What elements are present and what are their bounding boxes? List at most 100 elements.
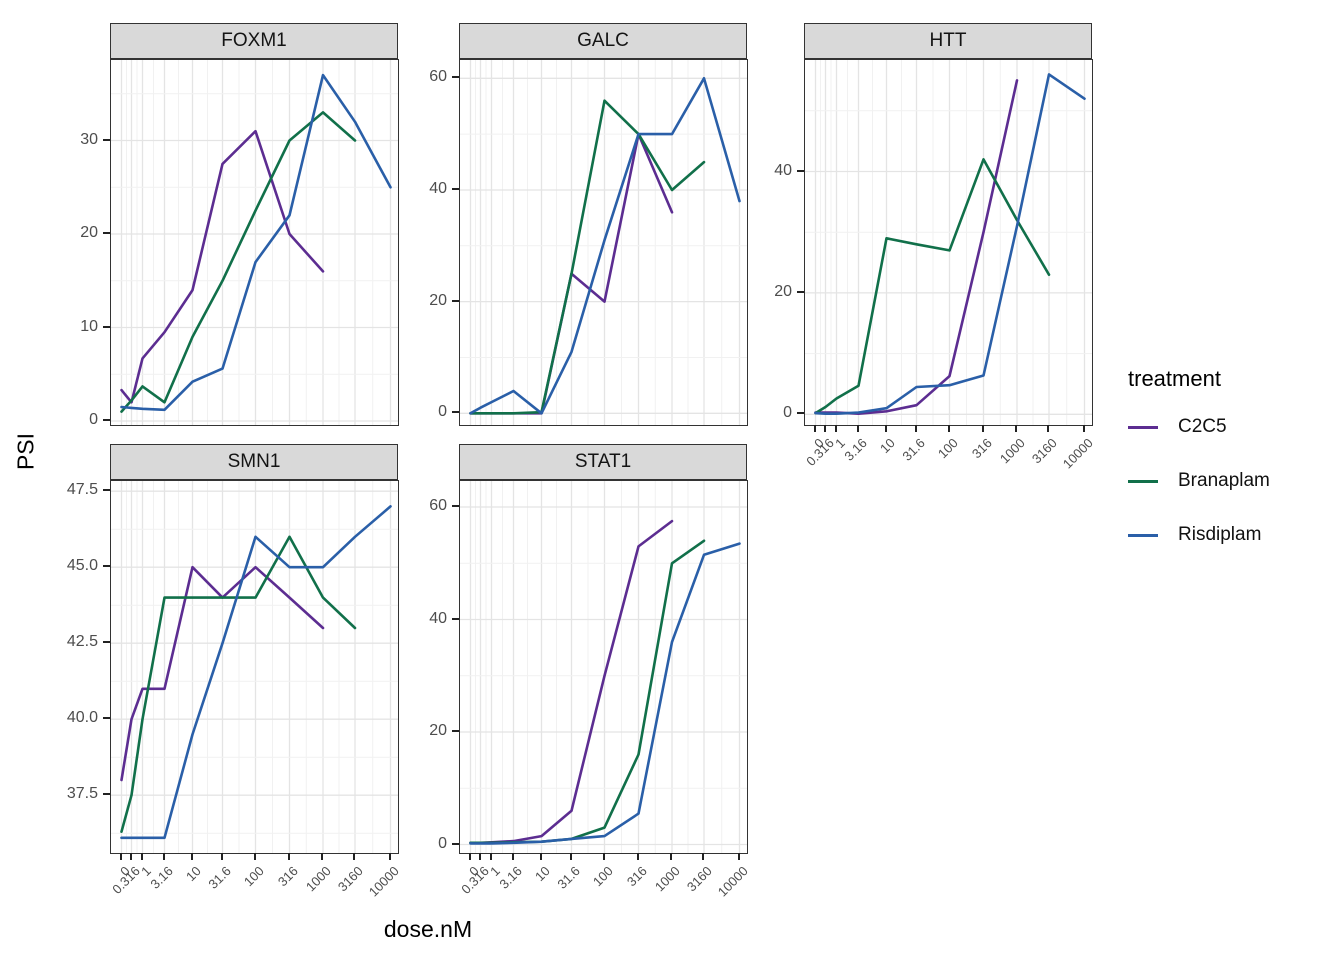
x-tick-mark xyxy=(823,425,826,432)
x-tick-mark xyxy=(388,853,391,860)
x-tick-mark xyxy=(1047,425,1049,432)
series-line-branaplam xyxy=(120,111,357,413)
facet-title: HTT xyxy=(929,30,967,51)
x-tick-mark xyxy=(162,853,165,860)
y-tick-label: 20 xyxy=(774,282,792,300)
facet-panel-foxm1 xyxy=(110,59,399,426)
y-tick-label: 0 xyxy=(89,411,98,428)
series-line-branaplam xyxy=(814,158,1051,415)
series-line-branaplam xyxy=(469,539,706,845)
y-tick-mark xyxy=(797,169,804,172)
x-tick-mark xyxy=(468,853,471,860)
y-tick-mark xyxy=(452,617,459,620)
x-tick-mark xyxy=(287,853,290,860)
legend-line-icon xyxy=(1128,533,1158,537)
y-tick-label: 20 xyxy=(429,722,447,739)
panel-canvas-stat1 xyxy=(460,481,747,853)
facet-title: STAT1 xyxy=(574,451,632,472)
x-tick-mark xyxy=(511,853,514,860)
facet-panel-htt xyxy=(804,59,1093,426)
facet-strip-stat1: STAT1 xyxy=(459,444,747,480)
x-tick-mark xyxy=(981,425,984,432)
y-tick-label: 0 xyxy=(438,403,447,421)
x-tick-mark xyxy=(737,853,740,860)
y-tick-mark xyxy=(452,299,459,302)
legend-label: Branaplam xyxy=(1178,470,1270,491)
x-tick-mark xyxy=(813,425,816,432)
y-tick-label: 47.5 xyxy=(66,481,98,499)
y-tick-label: 60 xyxy=(429,68,447,86)
legend-item-c2c5: C2C5 xyxy=(1128,416,1338,438)
y-tick-mark xyxy=(797,290,804,293)
legend-label: Risdiplam xyxy=(1178,524,1262,545)
y-tick-label: 20 xyxy=(80,224,98,241)
y-tick-mark xyxy=(103,489,110,492)
y-tick-mark xyxy=(797,412,804,415)
panel-canvas-smn1 xyxy=(111,481,398,853)
facet-strip-galc: GALC xyxy=(459,23,747,59)
series-line-c2c5 xyxy=(120,129,325,404)
y-tick-mark xyxy=(103,419,110,421)
panel-canvas-htt xyxy=(805,60,1092,425)
facet-strip-foxm1: FOXM1 xyxy=(110,23,398,59)
y-axis-title: PSI xyxy=(12,432,39,471)
x-tick-mark xyxy=(1015,425,1017,432)
legend-label: C2C5 xyxy=(1178,416,1227,437)
legend-item-branaplam: Branaplam xyxy=(1128,470,1338,492)
x-tick-mark xyxy=(140,853,143,860)
y-tick-label: 40.0 xyxy=(66,709,98,727)
y-tick-label: 60 xyxy=(429,497,447,514)
x-tick-mark xyxy=(129,853,132,860)
x-tick-mark xyxy=(947,425,950,432)
facet-title: GALC xyxy=(577,30,629,51)
series-line-risdiplam xyxy=(469,542,741,845)
y-tick-label: 30 xyxy=(80,130,98,148)
legend-line-icon xyxy=(1128,479,1158,483)
y-tick-mark xyxy=(103,717,110,720)
y-tick-mark xyxy=(452,411,459,414)
y-tick-label: 0 xyxy=(783,404,792,422)
x-tick-mark xyxy=(914,425,917,432)
x-tick-mark xyxy=(321,853,323,860)
y-tick-label: 42.5 xyxy=(66,633,98,651)
x-tick-mark xyxy=(489,853,492,860)
x-tick-mark xyxy=(702,853,704,860)
x-tick-mark xyxy=(834,425,837,432)
facet-title: FOXM1 xyxy=(221,30,287,51)
legend: treatment C2C5 Branaplam Risdiplam xyxy=(1128,366,1338,578)
y-tick-mark xyxy=(103,641,110,644)
y-tick-label: 40 xyxy=(429,179,447,197)
series-line-branaplam xyxy=(120,535,357,834)
facet-title: SMN1 xyxy=(227,451,281,472)
x-tick-mark xyxy=(220,853,223,860)
series-line-risdiplam xyxy=(814,73,1086,416)
x-tick-mark xyxy=(569,853,572,860)
facet-strip-smn1: SMN1 xyxy=(110,444,398,480)
legend-item-risdiplam: Risdiplam xyxy=(1128,524,1338,546)
x-tick-mark xyxy=(602,853,605,860)
series-line-risdiplam xyxy=(469,76,741,415)
y-tick-label: 0 xyxy=(438,834,447,852)
y-tick-label: 40 xyxy=(429,609,447,627)
panel-canvas-galc xyxy=(460,60,747,425)
x-tick-mark xyxy=(253,853,256,860)
x-tick-mark xyxy=(539,853,542,860)
x-tick-mark xyxy=(884,425,887,432)
legend-title: treatment xyxy=(1128,366,1221,391)
facet-panel-stat1 xyxy=(459,480,748,854)
legend-line-icon xyxy=(1128,425,1158,429)
y-tick-label: 40 xyxy=(774,161,792,179)
y-tick-mark xyxy=(103,232,110,234)
series-line-branaplam xyxy=(469,99,706,415)
y-tick-mark xyxy=(103,325,110,328)
x-tick-mark xyxy=(856,425,859,432)
x-tick-mark xyxy=(478,853,481,860)
y-tick-label: 20 xyxy=(429,291,447,309)
x-tick-mark xyxy=(1082,425,1085,432)
x-axis-title: dose.nM xyxy=(383,916,473,942)
series-line-risdiplam xyxy=(120,505,392,840)
series-line-risdiplam xyxy=(120,73,392,412)
facet-panel-smn1 xyxy=(110,480,399,854)
y-tick-mark xyxy=(452,505,459,507)
